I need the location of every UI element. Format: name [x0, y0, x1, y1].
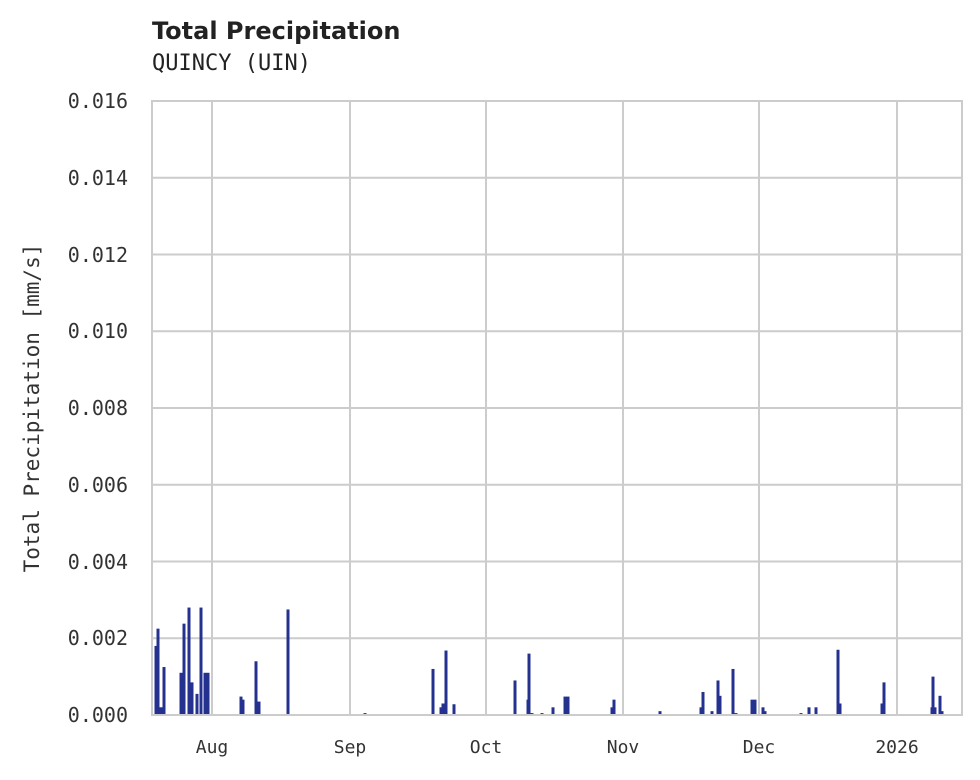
precipitation-bar	[156, 628, 160, 715]
x-tick: 2026	[875, 737, 919, 758]
precipitation-bar	[731, 668, 735, 715]
precipitation-bar	[658, 711, 662, 715]
precipitation-bar	[254, 661, 258, 715]
precipitation-bar	[257, 701, 261, 715]
y-tick: 0.002	[67, 626, 128, 650]
x-tick: Oct	[469, 737, 503, 758]
precipitation-bar	[931, 676, 935, 715]
precipitation-bar	[551, 707, 555, 715]
precipitation-bar	[750, 699, 754, 715]
precipitation-bar	[154, 645, 158, 715]
precipitation-bar	[241, 699, 245, 715]
gridlines	[152, 101, 962, 715]
precipitation-bar	[814, 707, 818, 715]
precipitation-bar	[239, 696, 243, 715]
precipitation-bar	[199, 607, 203, 715]
chart-subtitle: QUINCY (UIN)	[152, 51, 311, 76]
precipitation-bar	[441, 703, 445, 715]
precipitation-bar	[610, 707, 614, 715]
precipitation-bar	[444, 650, 448, 715]
precipitation-bar	[701, 691, 705, 715]
x-tick: Sep	[333, 737, 367, 758]
x-tick: Nov	[606, 737, 640, 758]
precipitation-bar	[836, 649, 840, 715]
y-tick: 0.006	[67, 473, 128, 497]
precipitation-bar	[933, 707, 937, 715]
y-tick: 0.000	[67, 703, 128, 727]
precipitation-bar	[566, 696, 570, 715]
precipitation-bar	[162, 667, 166, 715]
precipitation-bar	[187, 607, 191, 715]
precipitation-bar	[710, 711, 714, 715]
precipitation-bar	[452, 704, 456, 715]
precipitation-bar	[563, 696, 567, 715]
precipitation-bar	[753, 699, 757, 715]
x-tick: Dec	[742, 737, 776, 758]
precipitation-bar	[160, 707, 164, 715]
precipitation-bar	[807, 707, 811, 715]
precipitation-bar	[761, 707, 765, 715]
precipitation-bar	[718, 695, 722, 715]
precipitation-bar	[940, 711, 944, 715]
precipitation-bar	[763, 711, 767, 715]
precipitation-bar	[880, 703, 884, 715]
precipitation-bar	[286, 609, 290, 715]
y-tick: 0.016	[67, 89, 128, 113]
precipitation-bar	[882, 682, 886, 715]
precipitation-bar	[838, 703, 842, 715]
precipitation-bar	[179, 672, 183, 715]
precipitation-bar	[203, 672, 207, 715]
precipitation-bar	[182, 623, 186, 715]
precipitation-bar	[612, 699, 616, 715]
x-tick: Aug	[195, 737, 229, 758]
precipitation-bar	[206, 672, 210, 715]
y-tick: 0.004	[67, 550, 128, 574]
precipitation-bar	[158, 707, 162, 715]
precipitation-bar	[527, 653, 531, 715]
y-tick: 0.012	[67, 243, 128, 267]
precipitation-bar	[513, 680, 517, 715]
y-tick: 0.008	[67, 396, 128, 420]
plot-frame	[151, 100, 963, 716]
chart-title: Total Precipitation	[152, 17, 401, 45]
precipitation-bar	[938, 695, 942, 715]
precipitation-bars	[154, 607, 944, 715]
precipitation-bar	[716, 680, 720, 715]
precipitation-bar	[699, 707, 703, 715]
precipitation-bar	[439, 707, 443, 715]
precipitation-bar	[190, 682, 194, 715]
y-tick: 0.014	[67, 166, 128, 190]
y-tick: 0.010	[67, 319, 128, 343]
precipitation-bar	[195, 693, 199, 715]
precipitation-bar	[431, 668, 435, 715]
